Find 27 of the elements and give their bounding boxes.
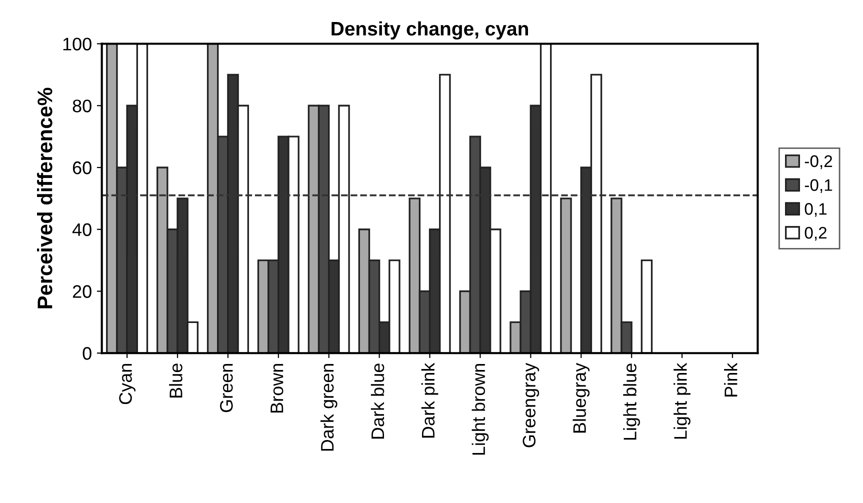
bar <box>640 259 653 354</box>
x-tick-label: Dark green <box>320 364 338 451</box>
chart-title: Density change, cyan <box>332 21 528 40</box>
x-tick-label: Blue <box>169 364 182 398</box>
bar <box>560 198 572 354</box>
y-tick-label: 80 <box>72 100 92 112</box>
legend-label: -0,1 <box>804 179 832 193</box>
y-tick-label: 40 <box>72 223 92 236</box>
x-tick-label: Pink <box>724 362 738 396</box>
legend-label: -0,2 <box>804 155 832 170</box>
legend-label: 0,1 <box>804 203 827 217</box>
x-tick-label: Brown <box>270 364 284 413</box>
x-tick-label: Light blue <box>623 364 640 440</box>
x-tick-label: Light pink <box>674 362 690 439</box>
x-tick-label: Dark pink <box>421 362 438 438</box>
y-axis-title: Perceived difference% <box>37 88 52 308</box>
y-tick-label: 100 <box>63 38 92 50</box>
x-tick-label: Green <box>220 364 233 412</box>
y-tick-label: 60 <box>72 161 92 174</box>
x-tick-label: Bluegray <box>572 362 590 433</box>
y-tick-label: 0 <box>82 347 92 360</box>
y-tick-label: 20 <box>72 285 92 298</box>
x-tick-label: Dark blue <box>370 364 384 439</box>
x-tick-label: Cyan <box>119 364 136 404</box>
x-tick-label: Light brown <box>472 364 489 455</box>
legend-label: 0,2 <box>804 226 826 241</box>
x-tick-label: Greengray <box>522 362 540 448</box>
